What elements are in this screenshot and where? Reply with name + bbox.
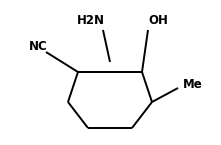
Text: Me: Me — [183, 78, 203, 91]
Text: H2N: H2N — [77, 13, 105, 27]
Text: OH: OH — [148, 13, 168, 27]
Text: NC: NC — [29, 40, 47, 54]
